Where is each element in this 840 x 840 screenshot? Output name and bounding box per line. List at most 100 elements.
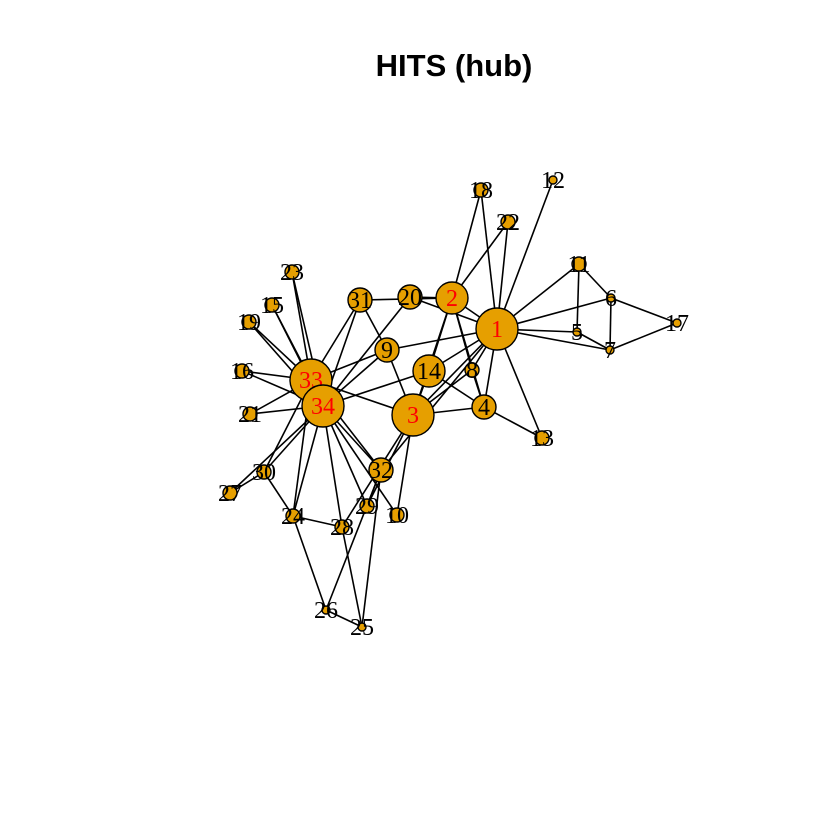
node-9-circle <box>374 337 400 363</box>
node-11: 11 <box>567 252 590 278</box>
node-2-circle <box>435 281 469 315</box>
edge-7-17 <box>609 322 678 351</box>
diagram-title: HITS (hub) <box>375 48 533 83</box>
node-9-label: 9 <box>381 338 393 364</box>
node-6: 6 <box>605 286 617 312</box>
node-26-label: 26 <box>314 598 338 624</box>
node-4-label: 4 <box>478 395 490 421</box>
node-2: 2 <box>435 281 469 315</box>
node-30: 30 <box>252 460 276 486</box>
node-14-label: 14 <box>417 359 441 385</box>
node-13-label: 13 <box>530 426 554 452</box>
node-20-circle <box>397 284 423 310</box>
node-8-circle <box>464 362 480 378</box>
node-10-label: 10 <box>385 503 409 529</box>
node-31-label: 31 <box>348 288 372 314</box>
node-24: 24 <box>281 504 305 530</box>
node-7-label: 7 <box>604 338 616 364</box>
edge-25-32 <box>361 469 382 628</box>
node-31: 31 <box>347 287 373 314</box>
node-12-circle <box>548 175 558 185</box>
node-29-circle <box>359 498 375 514</box>
node-12: 12 <box>541 168 565 194</box>
node-5-circle <box>572 327 582 337</box>
node-25-circle <box>357 622 367 632</box>
node-13-circle <box>534 430 550 446</box>
node-layer: 123 4567891011121314151617181920212223242… <box>218 168 689 641</box>
node-16: 16 <box>230 359 254 385</box>
node-26: 26 <box>314 598 338 624</box>
node-16-label: 16 <box>230 359 254 385</box>
node-17-label: 17 <box>665 311 689 337</box>
edge-6-11 <box>578 263 612 299</box>
node-11-circle <box>571 256 587 272</box>
node-15-label: 15 <box>260 293 284 319</box>
edge-10-34 <box>322 405 398 516</box>
edge-1-32 <box>380 328 498 471</box>
node-6-circle <box>606 293 616 303</box>
node-3-circle <box>391 393 435 437</box>
node-5: 5 <box>571 320 583 346</box>
node-11-label: 11 <box>567 252 590 278</box>
node-29-label: 29 <box>355 494 379 520</box>
node-17: 17 <box>665 311 689 337</box>
node-25-label: 25 <box>350 615 374 641</box>
edge-25-26 <box>325 609 363 628</box>
node-8: 8 <box>464 358 480 384</box>
node-5-label: 5 <box>571 320 583 346</box>
node-3: 3 <box>391 393 435 437</box>
node-23-label: 23 <box>280 260 304 286</box>
edge-24-28 <box>292 515 343 528</box>
edge-25-28 <box>341 526 363 628</box>
node-32-circle <box>368 457 394 483</box>
edge-layer <box>229 179 678 628</box>
node-34-circle <box>301 384 345 428</box>
node-25: 25 <box>350 615 374 641</box>
node-30-label: 30 <box>252 460 276 486</box>
node-22: 22 <box>496 210 520 236</box>
node-27: 27 <box>218 481 242 507</box>
node-26-circle <box>321 605 331 615</box>
node-19-circle <box>241 314 257 330</box>
node-21-circle <box>242 406 258 422</box>
node-9: 9 <box>374 337 400 364</box>
node-23: 23 <box>280 260 304 286</box>
node-32-label: 32 <box>369 458 393 484</box>
node-28: 28 <box>330 515 354 541</box>
node-10: 10 <box>385 503 409 529</box>
node-28-label: 28 <box>330 515 354 541</box>
node-1: 1 <box>475 307 519 351</box>
node-16-circle <box>234 363 250 379</box>
node-14-circle <box>412 354 446 388</box>
edge-6-7 <box>609 297 612 351</box>
node-27-circle <box>222 485 238 501</box>
node-7-circle <box>605 345 615 355</box>
edge-20-34 <box>322 296 411 407</box>
node-14: 14 <box>412 354 446 388</box>
node-34-label: 34 <box>311 394 335 420</box>
node-2-label: 2 <box>446 286 458 312</box>
edge-24-26 <box>292 515 327 611</box>
edge-1-12 <box>496 179 554 330</box>
edge-24-30 <box>263 471 294 517</box>
node-20-label: 20 <box>398 285 422 311</box>
node-15: 15 <box>260 293 284 319</box>
edge-1-18 <box>480 189 498 330</box>
node-7: 7 <box>604 338 616 364</box>
node-34: 34 <box>301 384 345 428</box>
node-18-circle <box>473 182 489 198</box>
node-21-label: 21 <box>238 402 262 428</box>
edge-5-7 <box>576 331 611 351</box>
node-24-circle <box>285 508 301 524</box>
node-22-circle <box>500 214 516 230</box>
node-12-label: 12 <box>541 168 565 194</box>
node-30-circle <box>256 464 272 480</box>
node-15-circle <box>264 297 280 313</box>
node-8-label: 8 <box>466 358 478 384</box>
node-3-label: 3 <box>407 403 419 429</box>
node-27-label: 27 <box>218 481 242 507</box>
node-22-label: 22 <box>496 210 520 236</box>
node-24-label: 24 <box>281 504 305 530</box>
node-23-circle <box>284 264 300 280</box>
